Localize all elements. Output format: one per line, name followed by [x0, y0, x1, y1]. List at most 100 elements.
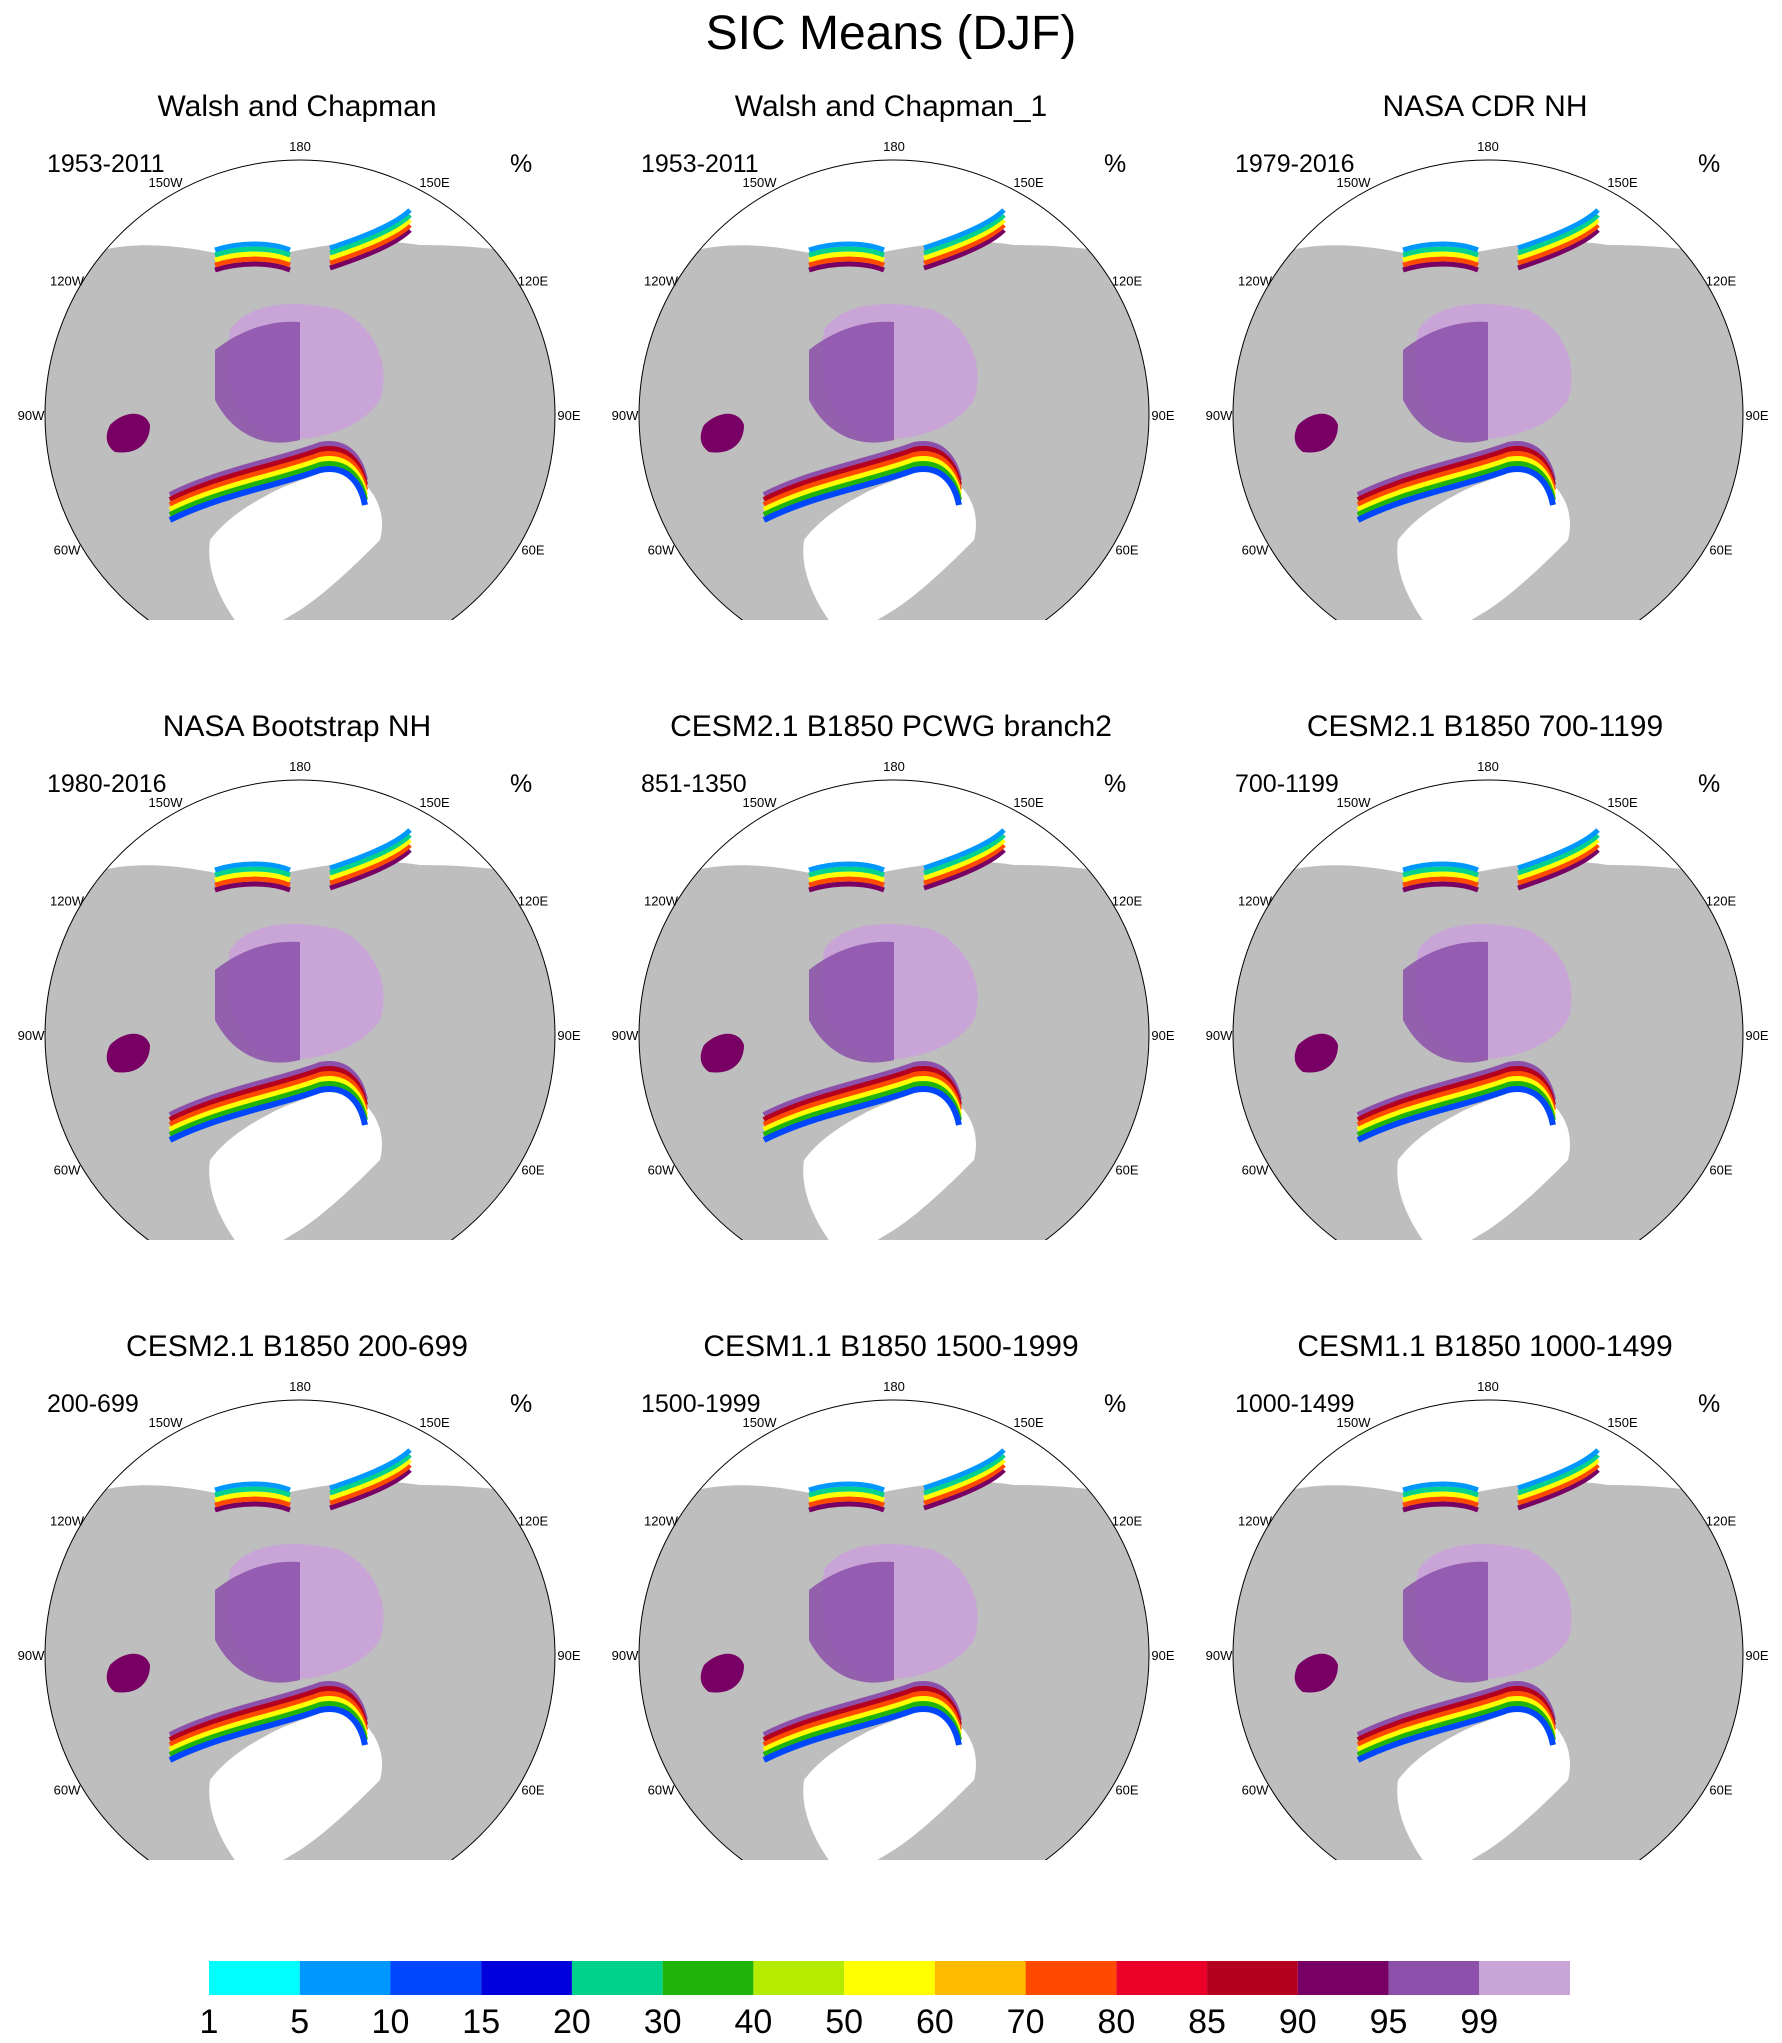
ice-band [1356, 1071, 1556, 1128]
longitude-label: 90W [612, 408, 639, 423]
colorbar-swatch [1116, 1961, 1208, 1995]
map-border [1232, 1399, 1744, 1860]
map-panel: CESM2.1 B1850 200-699 200-699% 180 150E 120E… [0, 1240, 594, 1860]
longitude-label: 180 [883, 139, 905, 154]
longitude-label: 60E [1115, 1163, 1138, 1178]
ice-band [808, 241, 885, 253]
colorbar-swatch [1479, 1961, 1570, 1995]
colorbar-label: 80 [1097, 2003, 1135, 2041]
ice-band [1356, 441, 1556, 498]
ice-band [808, 1481, 885, 1493]
ice-edge [215, 1561, 300, 1683]
ice-band [168, 1686, 368, 1743]
figure-title: SIC Means (DJF) [705, 7, 1077, 60]
longitude-label: 180 [289, 139, 311, 154]
longitude-label: 90E [1151, 408, 1174, 423]
panel-period: 1980-2016 [47, 770, 167, 798]
ocean-region [803, 1710, 976, 1860]
map-border [44, 159, 556, 620]
ice-band [923, 1453, 1006, 1496]
longitude-label: 150W [743, 175, 778, 190]
colorbar-label: 90 [1279, 2003, 1317, 2041]
panel-period: 1000-1499 [1235, 1390, 1355, 1418]
ice-band [329, 223, 412, 266]
ice-band [1356, 1701, 1556, 1758]
ocean-region [1397, 1710, 1570, 1860]
longitude-label: 150E [1607, 175, 1638, 190]
ice-band [168, 461, 368, 518]
longitude-label: 150E [1607, 795, 1638, 810]
polar-map: 180150E120E90E60E30E030W60W90W120W150W [1206, 759, 1769, 1240]
ice-band [168, 451, 368, 508]
colorbar-swatch [571, 1961, 663, 1995]
ice-band [214, 1486, 291, 1498]
longitude-label: 180 [1477, 759, 1499, 774]
ice-band [168, 1061, 368, 1118]
map-panel: CESM1.1 B1850 1000-1499 1000-1499% 180 150E… [1188, 1240, 1782, 1860]
ice-band [1356, 1066, 1556, 1123]
ocean-region [854, 470, 944, 525]
ice-band [329, 1458, 412, 1501]
ice-band [808, 861, 885, 873]
longitude-label: 120W [1238, 274, 1273, 289]
ocean-region [854, 1710, 944, 1765]
ice-band [214, 261, 291, 273]
ice-band [923, 223, 1006, 266]
ice-band [762, 451, 962, 508]
longitude-label: 180 [289, 1379, 311, 1394]
map-panel: NASA CDR NH1979-2016%180150E120E90E60E30… [1188, 0, 1782, 620]
ice-band [1356, 466, 1556, 523]
colorbar-label: 95 [1370, 2003, 1408, 2041]
longitude-label: 120W [50, 1514, 85, 1529]
ice-band [1517, 838, 1600, 881]
longitude-label: 120W [644, 274, 679, 289]
panel-unit: % [1698, 150, 1721, 178]
colorbar-label: 1 [200, 2003, 219, 2041]
ice-band [923, 208, 1006, 251]
panel-title: NASA Bootstrap NH [162, 710, 432, 743]
colorbar-swatch [753, 1961, 845, 1995]
colorbar-label: 40 [734, 2003, 772, 2041]
longitude-label: 90E [557, 408, 580, 423]
polar-map: 180150E120E90E60E30E030W60W90W120W150W [612, 1379, 1175, 1860]
colorbar-label: 60 [916, 2003, 954, 2041]
ice-band [923, 1458, 1006, 1501]
longitude-label: 90W [612, 1648, 639, 1663]
ice-band [214, 881, 291, 893]
longitude-label: 60W [648, 543, 675, 558]
colorbar-label: 20 [553, 2003, 591, 2041]
ice-edge [809, 1561, 894, 1683]
longitude-label: 120W [1238, 894, 1273, 909]
ice-band [808, 1496, 885, 1508]
polar-map: 180150E120E90E60E30E030W60W90W120W150W [18, 759, 581, 1240]
ice-band [1517, 208, 1600, 251]
panel-title: Walsh and Chapman [157, 90, 437, 123]
ice-hudson [1294, 1653, 1338, 1693]
ice-band [168, 1701, 368, 1758]
ice-band [923, 218, 1006, 261]
longitude-label: 60W [648, 1783, 675, 1798]
ice-band [1356, 1686, 1556, 1743]
colorbar-swatch [662, 1961, 754, 1995]
colorbar-swatch [1297, 1961, 1389, 1995]
panel-title: Walsh and Chapman_1 [734, 90, 1048, 123]
longitude-label: 60E [521, 1783, 544, 1798]
ice-band [762, 441, 962, 498]
ice-band [168, 1706, 368, 1763]
polar-map: 180150E120E90E60E30E030W60W90W120W150W [1206, 139, 1769, 620]
ice-band [762, 446, 962, 503]
ocean-region [1448, 470, 1538, 525]
longitude-label: 90W [1206, 1028, 1233, 1043]
longitude-label: 120W [644, 894, 679, 909]
ice-hudson [700, 1653, 744, 1693]
map-panel: NASA Bootstrap NH 1980-2016% 180 150E 120E 90… [0, 620, 594, 1240]
panel-title: NASA CDR NH [1382, 90, 1588, 123]
panel-unit: % [1104, 1390, 1127, 1418]
polar-map: 180150E120E90E60E30E030W60W90W120W150W [18, 1379, 581, 1860]
ice-band [1402, 256, 1479, 268]
longitude-label: 120W [50, 274, 85, 289]
ice-band [214, 866, 291, 878]
ice-band [168, 1691, 368, 1748]
ice-band [168, 1076, 368, 1133]
longitude-label: 60W [648, 1163, 675, 1178]
